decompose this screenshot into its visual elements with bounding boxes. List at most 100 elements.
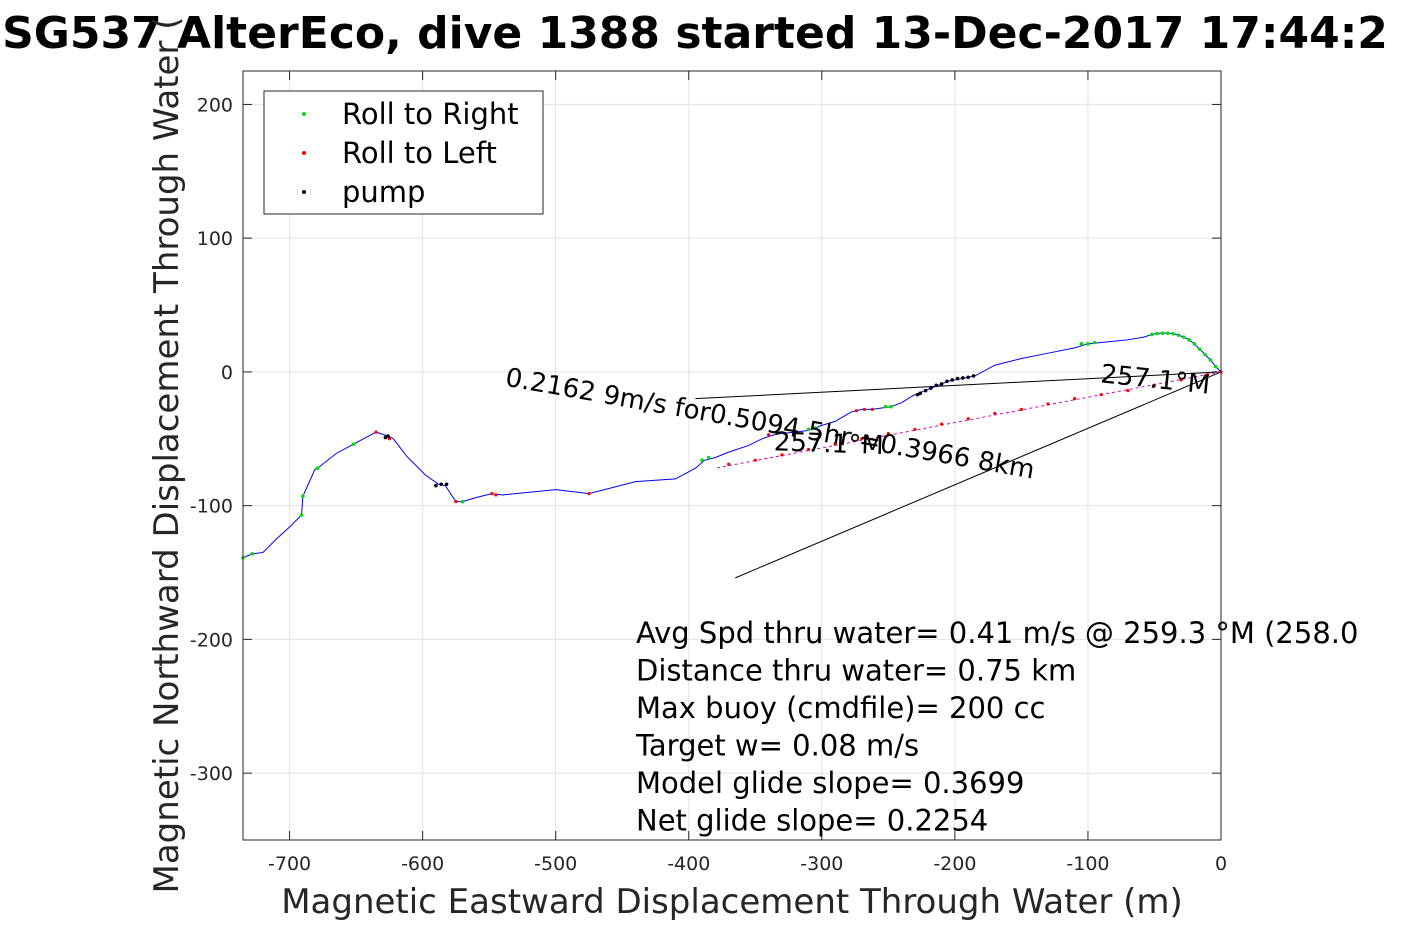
roll-right-point <box>1208 358 1213 362</box>
roll-left-point <box>860 437 864 441</box>
roll-left-point <box>1206 372 1210 377</box>
stats-block: Avg Spd thru water= 0.41 m/s @ 259.3 °M … <box>635 616 1358 838</box>
y-tick-labels: 200 100 0 -100 -200 -300 <box>190 94 233 785</box>
x-tick-label: -600 <box>401 853 444 875</box>
plot-area-frame <box>242 70 1222 841</box>
legend-label: Roll to Right <box>342 97 519 131</box>
x-tick-label: -700 <box>268 853 311 875</box>
y-tick-label: 100 <box>197 228 233 250</box>
roll-left-point <box>490 492 494 496</box>
roll-right-point <box>1079 342 1084 346</box>
roll-left-point <box>913 427 917 432</box>
x-tick-label: -100 <box>1066 853 1109 875</box>
roll-left-point <box>1046 402 1050 406</box>
roll-left-point <box>494 493 498 497</box>
roll-right-point <box>301 494 305 499</box>
legend: Roll to Right Roll to Left pump <box>263 90 544 215</box>
track-line <box>242 332 1222 559</box>
stats-line: Max buoy (cmdfile)= 200 cc <box>636 691 1045 725</box>
roll-right-point <box>806 427 811 432</box>
legend-box <box>263 90 544 215</box>
roll-left-point <box>387 437 391 441</box>
y-tick-label: 200 <box>197 94 233 116</box>
roll-left-point <box>753 458 757 462</box>
roll-left-point <box>374 430 378 434</box>
roll-right-point <box>1203 352 1207 357</box>
roll-left-point <box>782 431 787 436</box>
roll-right-point <box>1176 333 1181 337</box>
roll-right-point <box>1160 331 1165 335</box>
roll-left-point <box>1179 378 1183 382</box>
roll-left-point <box>1019 407 1024 411</box>
roll-right-point <box>813 426 817 430</box>
roll-left-point <box>780 453 784 457</box>
magenta-line <box>715 371 1222 469</box>
roll-left-point <box>870 407 874 411</box>
roll-right-point <box>250 551 255 556</box>
roll-right-point <box>1192 342 1197 346</box>
roll-left-point <box>587 492 591 496</box>
legend-marker <box>302 190 306 194</box>
roll-right-point <box>299 513 304 517</box>
roll-right-point <box>1155 331 1159 336</box>
roll-left-point <box>727 462 731 466</box>
data-points <box>241 331 1223 560</box>
pump-point <box>971 374 976 378</box>
pump-point <box>444 482 449 487</box>
roll-left-point <box>454 500 458 504</box>
roll-left-point <box>766 433 771 437</box>
pump-point <box>961 376 965 380</box>
x-tick-label: -500 <box>534 853 577 875</box>
roll-right-point <box>1213 364 1218 369</box>
roll-left-point <box>1073 397 1077 401</box>
rotated-label: 0.2162 9m/s for0.5094 5hr =0.3966 8km <box>503 363 1037 486</box>
roll-right-point <box>700 458 704 462</box>
x-axis-label: Magnetic Eastward Displacement Through W… <box>281 882 1183 922</box>
y-tick-label: -300 <box>190 763 233 785</box>
stats-line: Model glide slope= 0.3699 <box>636 766 1024 800</box>
roll-right-point <box>1150 332 1154 337</box>
pump-point <box>945 379 949 384</box>
stats-line: Avg Spd thru water= 0.41 m/s @ 259.3 °M … <box>636 616 1358 650</box>
roll-right-point <box>1181 335 1186 339</box>
pump-point <box>915 392 920 397</box>
y-axis-label: Magnetic Northward Displacement Through … <box>147 17 187 894</box>
rotated-annotations: 0.2162 9m/s for0.5094 5hr =0.3966 8km 257… <box>503 359 1211 485</box>
roll-left-point <box>806 447 811 452</box>
track-polyline <box>242 332 1222 559</box>
roll-right-point <box>1171 331 1175 336</box>
roll-left-point <box>1099 393 1103 397</box>
pump-point <box>923 388 928 393</box>
pump-point <box>383 435 388 440</box>
stats-line: Net glide slope= 0.2254 <box>636 804 988 838</box>
x-tick-labels: -700 -600 -500 -400 -300 -200 -100 0 <box>268 853 1227 875</box>
roll-right-point <box>460 499 465 504</box>
reference-line <box>735 371 1222 579</box>
roll-left-point <box>1126 389 1130 393</box>
pump-point <box>939 382 944 386</box>
roll-left-point <box>862 407 866 411</box>
roll-left-point <box>1152 383 1157 387</box>
roll-right-point <box>1197 347 1202 351</box>
roll-right-point <box>1086 342 1090 346</box>
pump-point <box>918 391 923 396</box>
reference-lines <box>695 371 1222 579</box>
x-tick-label: 0 <box>1215 853 1227 875</box>
roll-left-point <box>833 442 837 446</box>
pump-point <box>955 376 960 381</box>
roll-left-point <box>993 411 997 415</box>
rotated-label: 257.1°M <box>1099 359 1211 400</box>
stats-line: Distance thru water= 0.75 km <box>636 654 1076 688</box>
y-tick-label: 0 <box>221 362 233 384</box>
roll-left-point <box>854 409 859 413</box>
pump-point <box>439 482 444 487</box>
roll-right-point <box>315 466 320 471</box>
roll-left-point <box>886 431 890 436</box>
legend-marker <box>302 151 306 155</box>
x-tick-label: -200 <box>933 853 976 875</box>
rotated-label: 257.1°M <box>773 427 884 461</box>
stats-line: Target w= 0.08 m/s <box>635 729 919 763</box>
legend-marker <box>302 112 306 116</box>
roll-right-point <box>1092 340 1097 345</box>
